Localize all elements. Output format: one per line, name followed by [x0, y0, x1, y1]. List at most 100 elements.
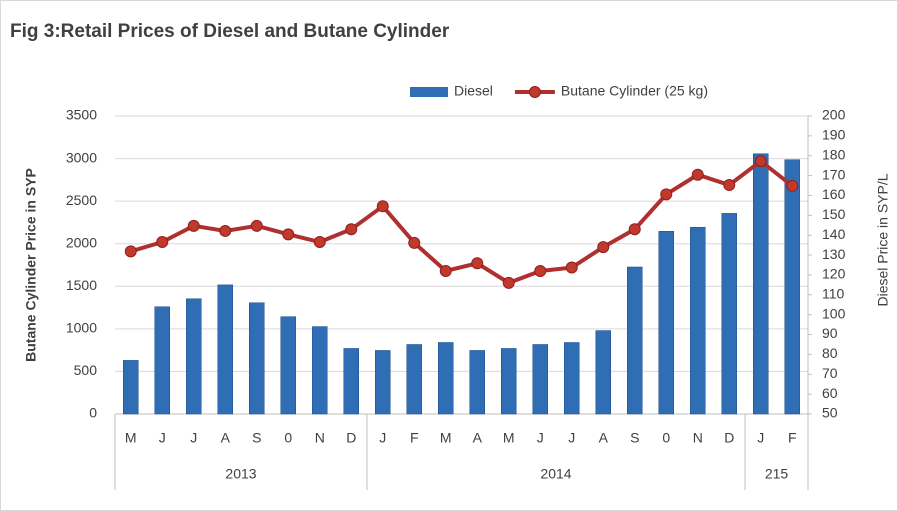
marker: [628, 223, 641, 236]
y2-tick-label: 110: [822, 286, 845, 302]
marker: [691, 168, 704, 181]
legend-swatch: [410, 87, 448, 97]
y-tick-label: 3000: [66, 149, 97, 165]
x-tick-label: A: [473, 430, 483, 446]
marker: [660, 188, 673, 201]
group-label: 2014: [540, 466, 571, 482]
x-tick-label: J: [537, 430, 544, 446]
legend-label: Diesel: [454, 83, 493, 99]
marker: [471, 257, 484, 270]
marker: [345, 223, 358, 236]
y-axis-label: Butane Cylinder Price in SYP: [23, 168, 39, 362]
y2-tick-label: 100: [822, 305, 846, 321]
bar: [186, 298, 202, 415]
x-tick-label: J: [190, 430, 197, 446]
x-tick-label: 0: [284, 430, 292, 446]
marker: [408, 236, 421, 249]
marker: [250, 219, 263, 232]
marker: [187, 219, 200, 232]
marker: [124, 245, 137, 258]
bar: [280, 316, 296, 415]
bar: [154, 306, 170, 415]
bar: [123, 360, 139, 415]
y-tick-label: 2500: [66, 192, 97, 208]
x-tick-label: N: [693, 430, 703, 446]
x-tick-label: D: [346, 430, 356, 446]
x-tick-label: M: [440, 430, 452, 446]
bar: [249, 302, 265, 415]
y2-tick-label: 90: [822, 325, 838, 341]
bar: [690, 227, 706, 415]
marker: [156, 236, 169, 249]
bar: [627, 266, 643, 415]
y2-tick-label: 50: [822, 405, 838, 421]
x-tick-label: 0: [662, 430, 670, 446]
marker: [597, 241, 610, 254]
y-tick-label: 1500: [66, 277, 97, 293]
y2-tick-label: 120: [822, 266, 846, 282]
x-tick-label: A: [599, 430, 609, 446]
bar: [501, 348, 517, 415]
x-tick-label: F: [788, 430, 797, 446]
marker: [439, 264, 452, 277]
marker: [376, 200, 389, 213]
x-tick-label: M: [125, 430, 137, 446]
bar: [721, 213, 737, 415]
bar: [753, 153, 769, 415]
marker: [723, 178, 736, 191]
marker: [786, 179, 799, 192]
legend-label: Butane Cylinder (25 kg): [561, 83, 708, 99]
bar: [343, 348, 359, 415]
y-tick-label: 500: [74, 362, 98, 378]
bar: [564, 342, 580, 415]
y2-tick-label: 160: [822, 186, 846, 202]
bar: [406, 344, 422, 415]
bar: [595, 330, 611, 415]
y2-tick-label: 130: [822, 246, 846, 262]
bar: [375, 350, 391, 415]
y2-tick-label: 60: [822, 385, 838, 401]
y2-tick-label: 80: [822, 345, 838, 361]
legend-marker: [528, 86, 541, 98]
marker: [313, 236, 326, 249]
x-tick-label: J: [568, 430, 575, 446]
y-tick-label: 0: [89, 405, 97, 421]
bar: [469, 350, 485, 415]
x-tick-label: J: [757, 430, 764, 446]
x-tick-label: D: [724, 430, 734, 446]
y-tick-label: 3500: [66, 107, 97, 123]
bar: [312, 326, 328, 415]
line: [130, 158, 794, 286]
marker: [534, 264, 547, 277]
x-tick-label: S: [252, 430, 261, 446]
bar: [438, 342, 454, 415]
x-tick-label: N: [315, 430, 325, 446]
bar: [217, 284, 233, 415]
y2-tick-label: 190: [822, 127, 846, 143]
y2-tick-label: 140: [822, 226, 846, 242]
x-tick-label: J: [159, 430, 166, 446]
group-label: 2013: [225, 466, 256, 482]
y2-axis-label: Diesel Price in SYP/L: [875, 173, 891, 306]
x-tick-label: J: [379, 430, 386, 446]
marker: [219, 224, 232, 237]
marker: [754, 155, 767, 168]
y2-tick-label: 170: [822, 166, 846, 182]
y2-tick-label: 150: [822, 206, 846, 222]
marker: [282, 228, 295, 241]
chart-title: Fig 3:Retail Prices of Diesel and Butane…: [10, 21, 450, 42]
y2-tick-label: 70: [822, 365, 838, 381]
marker: [502, 276, 515, 289]
x-tick-label: A: [221, 430, 231, 446]
bar: [784, 159, 800, 415]
y-tick-label: 2000: [66, 234, 97, 250]
y2-tick-label: 200: [822, 107, 846, 123]
y2-tick-label: 180: [822, 146, 846, 162]
y-tick-label: 1000: [66, 320, 97, 336]
x-tick-label: M: [503, 430, 515, 446]
marker: [565, 261, 578, 274]
bar: [658, 230, 674, 415]
